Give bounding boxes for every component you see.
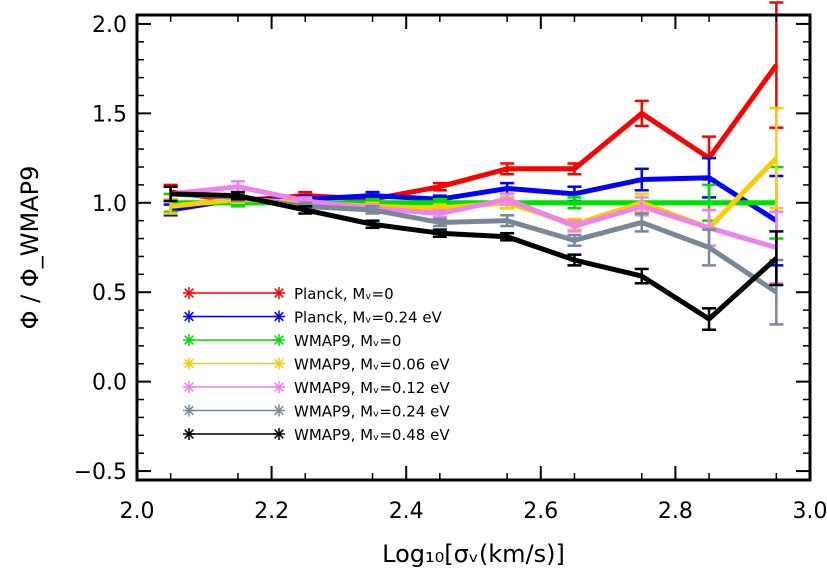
legend-label: WMAP9, Mᵥ=0.24 eV <box>294 403 450 421</box>
legend-star <box>184 405 194 416</box>
y-tick-label: 1.0 <box>92 192 127 217</box>
x-tick-label: 2.8 <box>658 499 693 524</box>
legend-entry: WMAP9, Mᵥ=0 <box>183 332 401 350</box>
x-tick-label: 2.0 <box>120 499 155 524</box>
legend-star <box>274 429 284 439</box>
legend-label: WMAP9, Mᵥ=0.48 eV <box>294 426 450 444</box>
y-tick-label: 1.5 <box>92 102 127 127</box>
legend-entry: Planck, Mᵥ=0 <box>183 285 394 303</box>
y-tick-label: 0.5 <box>92 281 127 306</box>
series-6 <box>163 185 784 332</box>
x-tick-label: 2.6 <box>523 499 558 524</box>
y-tick-label: 0.0 <box>92 371 127 396</box>
legend-entry: WMAP9, Mᵥ=0.12 eV <box>183 379 450 397</box>
series-1 <box>163 156 784 267</box>
legend-entry: WMAP9, Mᵥ=0.24 eV <box>183 403 450 421</box>
series-4 <box>163 180 784 285</box>
legend-star <box>184 382 194 392</box>
series-layer <box>163 1 784 332</box>
legend-star <box>184 311 194 322</box>
x-tick-label: 2.2 <box>254 499 289 524</box>
x-axis-label: Log₁₀[σᵥ(km/s)] <box>382 540 565 568</box>
legend-star <box>274 358 284 369</box>
legend-label: WMAP9, Mᵥ=0 <box>294 332 401 350</box>
plot-frame <box>135 13 812 482</box>
legend-entry: WMAP9, Mᵥ=0.48 eV <box>183 426 450 444</box>
legend-label: WMAP9, Mᵥ=0.12 eV <box>294 379 450 397</box>
series-line <box>170 184 778 250</box>
legend-star <box>274 311 284 322</box>
axis-ticks: 2.0 2.2 2.4 2.6 2.8 3.0 −0.5 0.0 0.5 1.0 1.5 2.0 <box>74 13 827 524</box>
legend-star <box>184 288 194 298</box>
legend: Planck, Mᵥ=0 Planck, Mᵥ=0.24 eV WMAP9, Mᵥ=… <box>183 285 450 444</box>
legend-star <box>184 358 194 369</box>
x-tick-label: 3.0 <box>793 499 827 524</box>
legend-entry: Planck, Mᵥ=0.24 eV <box>183 309 443 327</box>
legend-star <box>274 382 284 392</box>
legend-star <box>184 335 194 345</box>
legend-star <box>274 288 284 298</box>
series-line <box>170 191 779 322</box>
legend-label: Planck, Mᵥ=0.24 eV <box>294 309 443 327</box>
legend-star <box>274 335 284 345</box>
legend-label: Planck, Mᵥ=0 <box>294 285 394 303</box>
y-tick-label: −0.5 <box>74 460 127 485</box>
x-tick-label: 2.4 <box>389 499 424 524</box>
y-tick-label: 2.0 <box>92 13 127 38</box>
series-0 <box>163 1 784 206</box>
legend-entry: WMAP9, Mᵥ=0.06 eV <box>183 356 450 374</box>
y-axis-label: Φ / Φ_WMAP9 <box>16 166 44 330</box>
legend-star <box>184 429 194 439</box>
legend-label: WMAP9, Mᵥ=0.06 eV <box>294 356 450 374</box>
legend-star <box>274 405 284 416</box>
